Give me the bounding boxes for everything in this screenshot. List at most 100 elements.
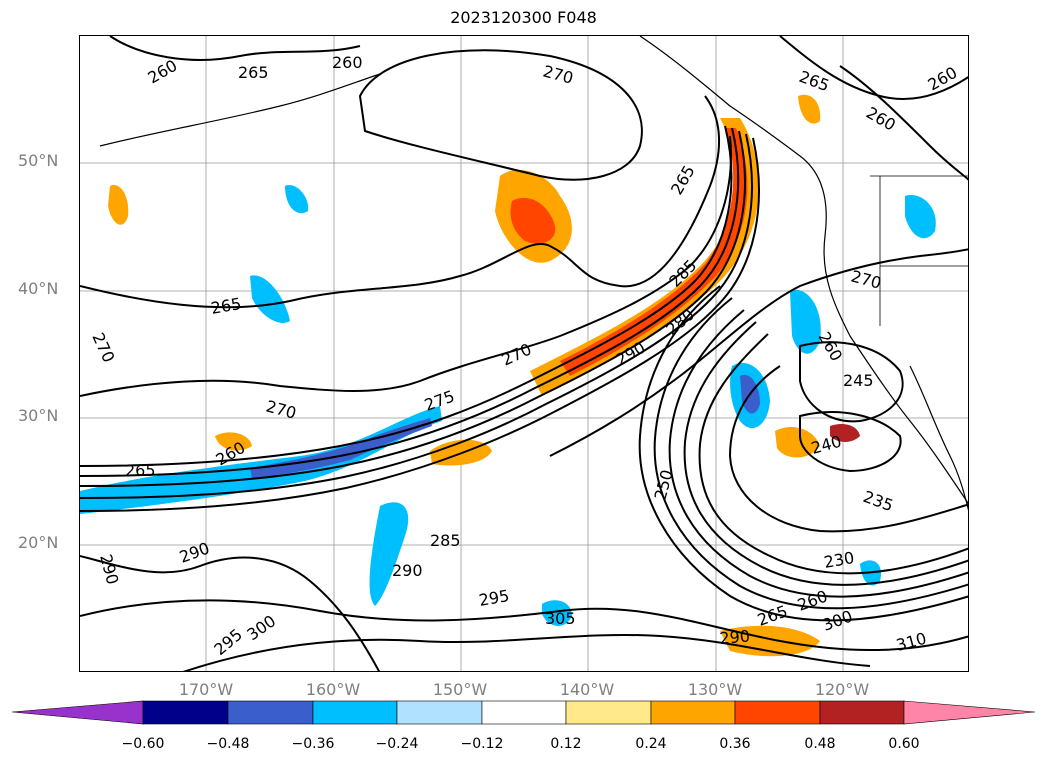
contour-label: 305 (545, 609, 576, 628)
trough-inner (728, 365, 968, 533)
contour-label: 260 (925, 63, 961, 95)
lat-label-40n: 40°N (18, 279, 59, 298)
colorbar-extend-low (11, 700, 144, 725)
patch-nw-orange (108, 185, 129, 225)
shading-cool (80, 185, 936, 626)
colorbar-segment (142, 700, 229, 725)
contour-label: 245 (843, 371, 874, 390)
colorbar-segment (481, 700, 567, 725)
trough-c2 (653, 297, 968, 610)
patch-east-orange (775, 426, 820, 458)
trough-c5 (698, 333, 968, 575)
trough-c3 (668, 309, 968, 598)
contour-labels: 260 265 260 270 265 260 260 265 265 270 … (88, 53, 960, 659)
patch-west-orange (215, 432, 252, 451)
contour-label: 265 (209, 294, 242, 318)
cool-band-light (80, 406, 442, 514)
contour-label: 295 (477, 586, 510, 610)
colorbar-tick: −0.60 (121, 736, 165, 752)
contour-label: 300 (820, 606, 855, 634)
contour-label: 270 (499, 339, 535, 369)
lon-label-150w: 150°W (432, 680, 488, 699)
map-panel: 260 265 260 270 265 260 260 265 265 270 … (79, 35, 969, 672)
patch-gulf-red (510, 197, 556, 244)
jet-c4 (80, 133, 753, 499)
colorbar-tick: 0.24 (635, 736, 667, 752)
contour-label: 290 (719, 626, 751, 648)
coastlines (99, 36, 968, 511)
contour-270-gyre (358, 49, 643, 181)
lat-label-20n: 20°N (18, 533, 59, 552)
colorbar-segment (650, 700, 736, 725)
jet-c1 (80, 125, 733, 467)
contour-label: 260 (145, 56, 181, 88)
colorbar-segment (819, 700, 905, 725)
aleutian-chain (99, 73, 381, 147)
contour-label: 240 (809, 432, 843, 458)
graticule (80, 36, 968, 671)
contour-label: 235 (861, 487, 896, 515)
colorbar-tick: 0.36 (719, 736, 751, 752)
colorbar-tick: 0.48 (804, 736, 836, 752)
colorbar-tick: −0.24 (375, 736, 419, 752)
colorbar-segment (565, 700, 652, 725)
contour-label: 270 (264, 397, 298, 423)
lon-label-120w: 120°W (814, 680, 870, 699)
contour-label: 290 (96, 552, 122, 586)
baja-coast (909, 365, 968, 511)
alaska-coast (639, 36, 968, 505)
contour-label: 290 (177, 538, 212, 566)
contour-label: 270 (88, 330, 118, 366)
contour-label: 230 (822, 548, 855, 572)
contour-label: 275 (422, 386, 457, 414)
colorbar-tick: −0.36 (291, 736, 335, 752)
contour-label: 265 (667, 162, 699, 198)
jet-c5 (80, 137, 760, 512)
contour-290-mid (549, 248, 968, 457)
contour-label: 285 (430, 531, 461, 550)
lon-label-140w: 140°W (559, 680, 615, 699)
colorbar-segment (734, 700, 821, 725)
colorbar-tick: −0.48 (206, 736, 250, 752)
lat-label-50n: 50°N (18, 151, 59, 170)
cool-patch-east2 (790, 289, 821, 354)
colorbar-tick: 0.12 (550, 736, 582, 752)
cool-patch-south (542, 600, 572, 626)
map-canvas: 260 265 260 270 265 260 260 265 265 270 … (80, 36, 968, 671)
patch-east-red (830, 424, 860, 442)
trough-c4 (683, 321, 968, 586)
contour-label: 265 (238, 63, 269, 82)
contour-label: 270 (849, 267, 883, 293)
contour-label: 270 (541, 62, 575, 88)
contour-label: 250 (651, 468, 677, 502)
jet-ribbon-red (560, 128, 748, 376)
cool-patch-sw (369, 502, 409, 606)
contour-west-wave (80, 555, 381, 671)
colorbar (11, 700, 1036, 725)
lon-label-170w: 170°W (178, 680, 234, 699)
contour-label: 265 (755, 601, 790, 629)
contour-label: 310 (894, 629, 928, 655)
contour-label: 265 (125, 461, 156, 480)
contour-south2 (182, 633, 871, 671)
colorbar-tick: −0.12 (460, 736, 504, 752)
colorbar-extend-high (903, 700, 1036, 725)
contour-265-ne (779, 36, 968, 100)
colorbar-tick: 0.60 (888, 736, 920, 752)
jet-c3 (80, 130, 746, 487)
contour-south1 (80, 599, 968, 652)
contour-lines (80, 36, 968, 671)
contour-label: 260 (332, 53, 363, 72)
lon-label-130w: 130°W (687, 680, 743, 699)
map-title: 2023120300 F048 (450, 8, 597, 27)
cool-patch-west (250, 275, 290, 324)
contour-label: 300 (243, 611, 279, 644)
cool-patch-ne (905, 195, 936, 239)
colorbar-segments (11, 700, 1036, 725)
patch-coast-orange (798, 94, 821, 124)
cool-patch-mid (285, 185, 309, 214)
lat-label-30n: 30°N (18, 406, 59, 425)
trough-c1 (638, 285, 968, 622)
contour-label: 260 (795, 586, 830, 614)
colorbar-segment (312, 700, 398, 725)
